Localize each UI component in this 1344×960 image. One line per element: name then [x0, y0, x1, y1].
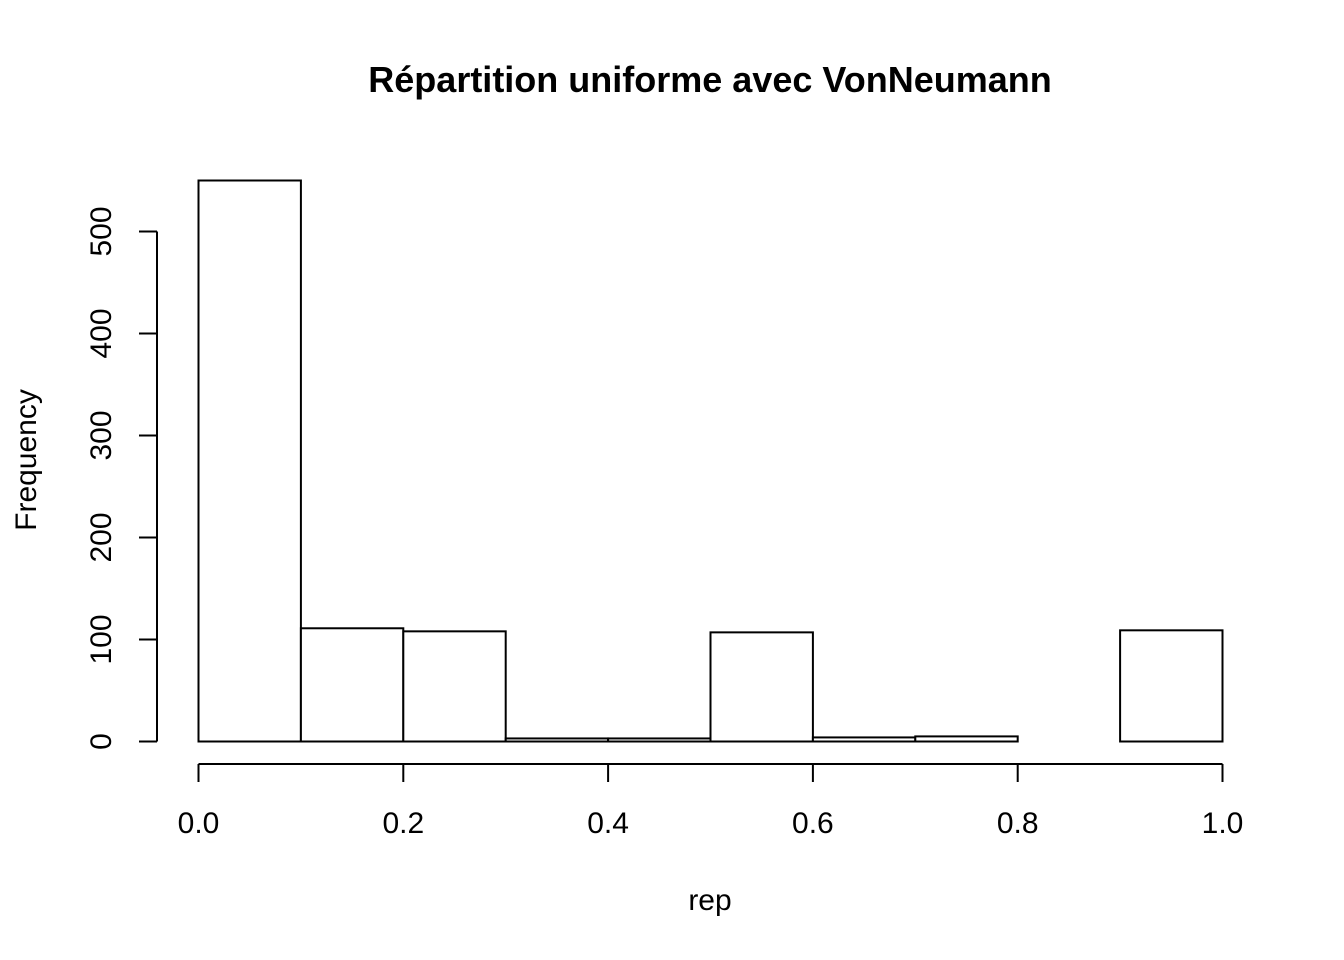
histogram-bar-5 [709, 631, 814, 743]
histogram-bar-0 [197, 179, 302, 743]
y-tick-label-3: 300 [85, 410, 118, 460]
histogram-bar-2 [402, 630, 507, 743]
chart-title: Répartition uniforme avec VonNeumann [368, 59, 1051, 100]
x-tick-label-0: 0.0 [178, 807, 220, 840]
x-axis-label: rep [688, 884, 731, 917]
x-tick-label-2: 0.4 [587, 807, 629, 840]
bars-group [197, 179, 1224, 743]
x-tick-label-3: 0.6 [792, 807, 834, 840]
y-tick-label-4: 400 [85, 308, 118, 358]
y-axis-label: Frequency [10, 389, 43, 531]
y-tick-label-1: 100 [85, 614, 118, 664]
histogram-bar-6 [811, 736, 917, 743]
x-tick-label-4: 0.8 [997, 807, 1039, 840]
histogram-bar-1 [299, 627, 405, 743]
histogram-bar-9 [1119, 629, 1224, 743]
x-axis: 0.0 0.2 0.4 0.6 0.8 1.0 [178, 763, 1244, 840]
y-tick-label-2: 200 [85, 512, 118, 562]
histogram-bar-4 [607, 737, 712, 743]
histogram-bar-3 [504, 737, 610, 743]
y-tick-label-0: 0 [85, 733, 118, 750]
x-tick-label-1: 0.2 [382, 807, 424, 840]
histogram-bar-7 [914, 735, 1019, 743]
x-tick-label-5: 1.0 [1202, 807, 1244, 840]
y-axis: 0 100 200 300 400 500 [85, 206, 158, 750]
y-tick-label-5: 500 [85, 206, 118, 256]
